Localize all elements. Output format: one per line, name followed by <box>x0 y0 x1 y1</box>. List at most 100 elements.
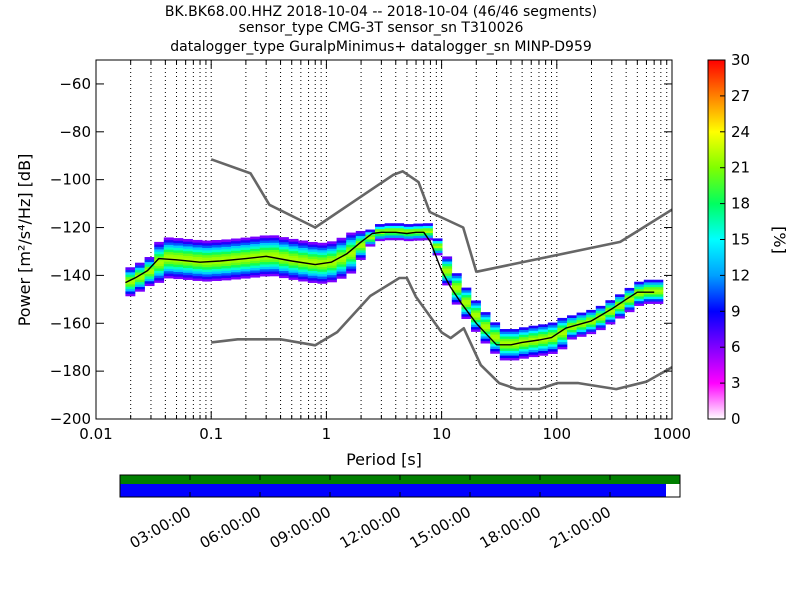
psd-cell <box>461 299 472 303</box>
psd-cell <box>471 305 481 308</box>
psd-cell <box>499 329 510 332</box>
coverage-tick-label: 03:00:00 <box>127 503 194 552</box>
psd-cell <box>327 253 337 256</box>
psd-cell <box>163 244 174 248</box>
psd-cell <box>567 332 577 335</box>
psd-cell <box>499 352 510 356</box>
psd-cell <box>163 275 174 279</box>
psd-cell <box>163 261 174 265</box>
psd-cell <box>327 248 337 252</box>
psd-cell <box>307 275 318 279</box>
coverage-tick-label: 12:00:00 <box>337 503 404 552</box>
psd-cell <box>154 270 165 274</box>
psd-cell <box>183 258 193 261</box>
psd-cell <box>154 258 165 262</box>
y-tick-label: −80 <box>59 123 91 141</box>
psd-cell <box>163 251 174 255</box>
psd-cell <box>125 276 136 280</box>
psd-cell <box>279 239 289 243</box>
psd-cell <box>269 261 280 265</box>
psd-cell <box>355 242 366 246</box>
psd-cell <box>298 264 309 268</box>
noise-models <box>125 158 672 391</box>
y-tick-label: −160 <box>50 314 91 332</box>
psd-cell <box>154 261 165 264</box>
psd-cell <box>490 346 501 349</box>
psd-cell <box>288 246 299 249</box>
psd-cell <box>269 266 280 270</box>
psd-cell <box>202 245 213 249</box>
psd-cell <box>250 267 261 271</box>
psd-cell <box>173 254 184 258</box>
psd-cell <box>547 339 558 342</box>
psd-cell <box>528 330 539 334</box>
psd-cell <box>173 252 184 256</box>
psd-cell <box>519 339 529 342</box>
psd-cell <box>298 247 309 251</box>
psd-cell <box>202 247 213 251</box>
psd-cell <box>144 259 155 263</box>
psd-cell <box>231 255 241 258</box>
psd-cell <box>307 251 318 255</box>
psd-cell <box>653 282 664 285</box>
psd-cell <box>192 261 203 265</box>
colorbar-tick-label: 0 <box>731 410 741 428</box>
coverage-tick-label: 18:00:00 <box>477 503 544 552</box>
psd-cell <box>557 337 568 340</box>
psd-cell <box>307 265 318 269</box>
psd-cell <box>211 271 222 274</box>
psd-cell <box>528 354 539 358</box>
psd-cell <box>211 275 222 279</box>
psd-cell <box>346 268 357 272</box>
psd-cell <box>346 266 357 269</box>
psd-cell <box>288 253 299 256</box>
psd-cell <box>442 258 453 262</box>
psd-cell <box>144 280 155 284</box>
psd-cell <box>576 319 587 323</box>
coverage-tick-label: 06:00:00 <box>197 503 264 552</box>
psd-cell <box>221 275 232 278</box>
psd-cell <box>327 274 337 278</box>
psd-cell <box>567 317 577 321</box>
psd-cell <box>154 265 165 269</box>
psd-cell <box>240 254 251 258</box>
psd-cell <box>499 357 510 361</box>
psd-cell <box>144 268 155 272</box>
psd-cell <box>615 308 625 312</box>
psd-cell <box>202 269 213 272</box>
psd-cell <box>346 237 357 241</box>
psd-cell <box>144 271 155 275</box>
psd-cell <box>442 270 453 274</box>
psd-cell <box>413 233 424 236</box>
psd-cell <box>202 240 213 244</box>
psd-cell <box>125 291 136 294</box>
psd-cell <box>375 233 385 237</box>
psd-cell <box>643 286 654 290</box>
psd-cell <box>240 237 251 241</box>
psd-cell <box>394 230 405 234</box>
psd-cell <box>202 252 213 256</box>
psd-cell <box>163 239 174 243</box>
psd-cell <box>221 272 232 276</box>
psd-cell <box>317 259 328 263</box>
psd-cell <box>336 276 347 279</box>
psd-cell <box>384 228 395 231</box>
coverage-tick-label: 09:00:00 <box>267 503 334 552</box>
psd-cell <box>163 266 174 269</box>
psd-cell <box>355 250 366 253</box>
psd-cell <box>173 271 184 275</box>
psd-cell <box>586 321 597 325</box>
psd-cell <box>163 256 174 260</box>
psd-cell <box>231 269 241 273</box>
psd-cell <box>336 247 347 251</box>
x-tick-label: 0.1 <box>199 425 223 443</box>
psd-cell <box>125 269 136 273</box>
psd-cell <box>461 313 472 317</box>
psd-cell <box>375 238 385 242</box>
psd-cell <box>298 271 309 275</box>
psd-cell <box>653 298 664 302</box>
psd-cell <box>538 343 549 347</box>
psd-cell <box>269 244 280 248</box>
psd-cell <box>413 228 424 232</box>
psd-cell <box>307 261 318 264</box>
